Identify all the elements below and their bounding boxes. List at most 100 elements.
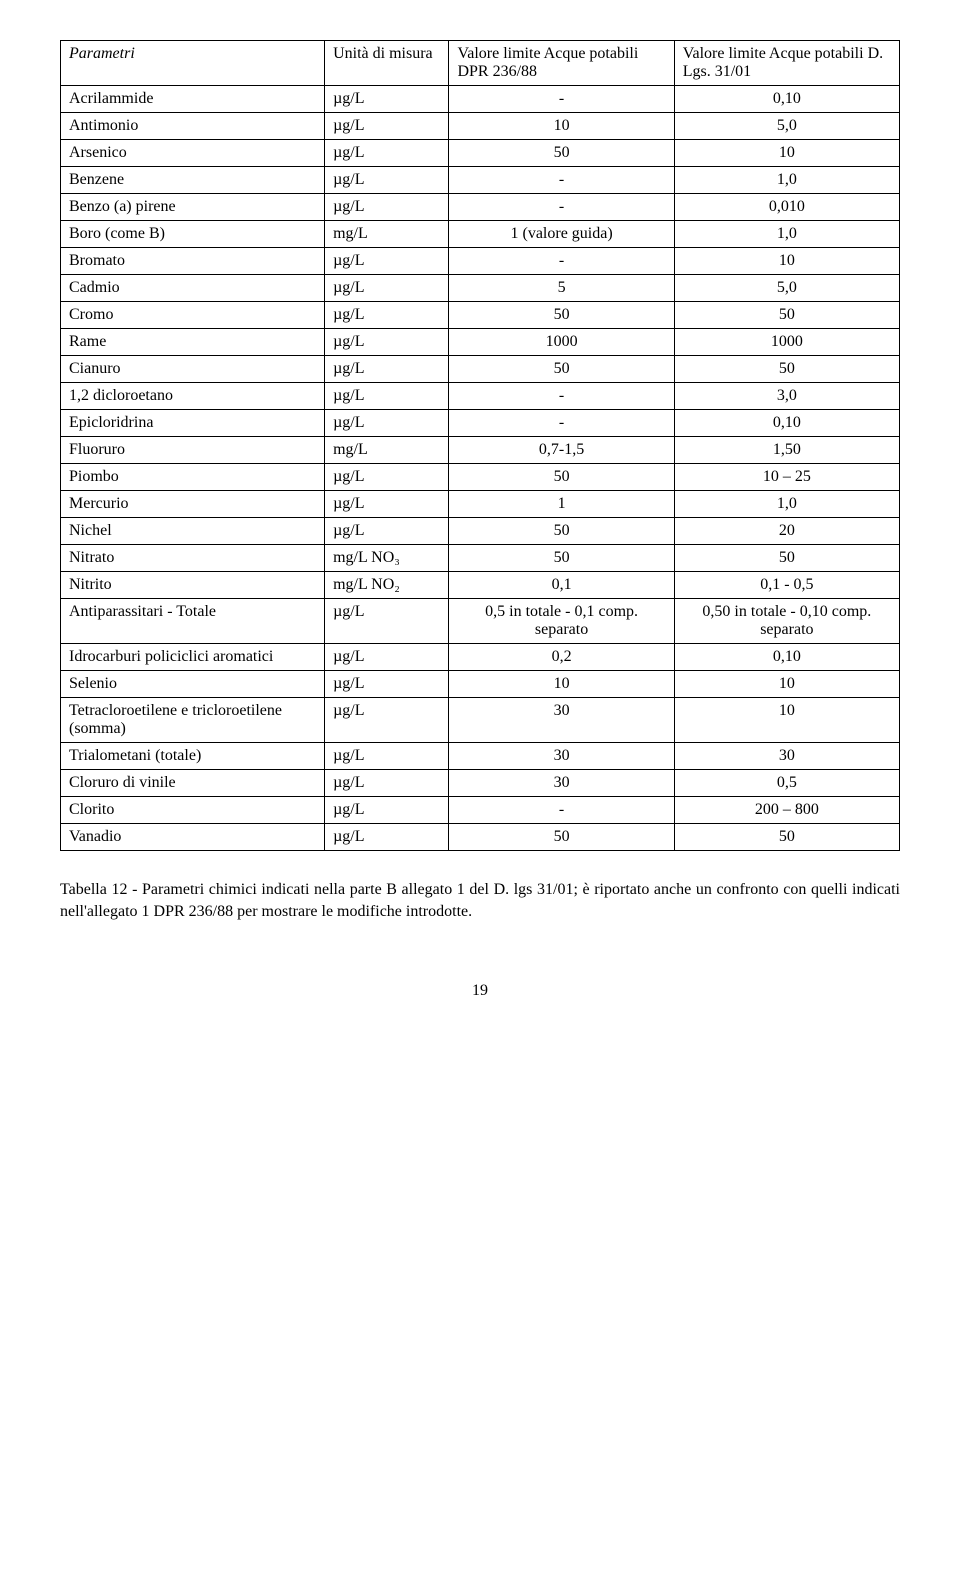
table-cell: µg/L <box>325 248 449 275</box>
table-cell: µg/L <box>325 140 449 167</box>
table-cell: µg/L <box>325 86 449 113</box>
table-cell: Bromato <box>61 248 325 275</box>
table-cell: 0,10 <box>674 86 899 113</box>
table-cell: 0,10 <box>674 410 899 437</box>
table-cell: - <box>449 410 674 437</box>
table-cell: Mercurio <box>61 491 325 518</box>
table-header-cell: Parametri <box>61 41 325 86</box>
table-row: Arsenicoµg/L5010 <box>61 140 900 167</box>
table-cell: Cromo <box>61 302 325 329</box>
table-row: Cadmioµg/L55,0 <box>61 275 900 302</box>
table-row: Vanadioµg/L5050 <box>61 824 900 851</box>
table-cell: 1,0 <box>674 167 899 194</box>
table-cell: Benzo (a) pirene <box>61 194 325 221</box>
table-cell: 50 <box>449 356 674 383</box>
table-caption: Tabella 12 - Parametri chimici indicati … <box>60 879 900 922</box>
table-cell: 0,50 in totale - 0,10 comp. separato <box>674 599 899 644</box>
table-cell: 50 <box>449 545 674 572</box>
table-cell: 10 <box>674 698 899 743</box>
table-row: Idrocarburi policiclici aromaticiµg/L0,2… <box>61 644 900 671</box>
table-cell: 200 – 800 <box>674 797 899 824</box>
table-cell: 50 <box>449 302 674 329</box>
table-cell: mg/L <box>325 221 449 248</box>
table-cell: µg/L <box>325 644 449 671</box>
table-cell: µg/L <box>325 356 449 383</box>
table-cell: µg/L <box>325 167 449 194</box>
table-cell: Idrocarburi policiclici aromatici <box>61 644 325 671</box>
table-header-row: ParametriUnità di misuraValore limite Ac… <box>61 41 900 86</box>
table-cell: Nitrito <box>61 572 325 599</box>
table-cell: 5 <box>449 275 674 302</box>
table-cell: 0,2 <box>449 644 674 671</box>
table-row: Acrilammideµg/L-0,10 <box>61 86 900 113</box>
table-cell: Piombo <box>61 464 325 491</box>
table-cell: 0,7-1,5 <box>449 437 674 464</box>
table-row: Cloritoµg/L-200 – 800 <box>61 797 900 824</box>
table-cell: mg/L NO₃ <box>325 545 449 572</box>
table-cell: µg/L <box>325 275 449 302</box>
table-row: Nitritomg/L NO₂0,10,1 - 0,5 <box>61 572 900 599</box>
table-cell: µg/L <box>325 824 449 851</box>
table-cell: 50 <box>674 302 899 329</box>
table-cell: µg/L <box>325 743 449 770</box>
table-cell: - <box>449 797 674 824</box>
page-number: 19 <box>60 982 900 1000</box>
table-cell: µg/L <box>325 113 449 140</box>
table-cell: 10 <box>674 248 899 275</box>
table-cell: 0,5 in totale - 0,1 comp. separato <box>449 599 674 644</box>
table-cell: Clorito <box>61 797 325 824</box>
table-row: Nichelµg/L5020 <box>61 518 900 545</box>
table-cell: 50 <box>449 464 674 491</box>
table-cell: Nichel <box>61 518 325 545</box>
table-row: Piomboµg/L5010 – 25 <box>61 464 900 491</box>
table-cell: - <box>449 167 674 194</box>
table-row: Antiparassitari - Totaleµg/L0,5 in total… <box>61 599 900 644</box>
table-row: Epicloridrinaµg/L-0,10 <box>61 410 900 437</box>
table-cell: Selenio <box>61 671 325 698</box>
table-row: Cromoµg/L5050 <box>61 302 900 329</box>
table-cell: Boro (come B) <box>61 221 325 248</box>
table-row: Cloruro di vinileµg/L300,5 <box>61 770 900 797</box>
table-cell: 50 <box>449 518 674 545</box>
table-cell: Nitrato <box>61 545 325 572</box>
table-cell: Antimonio <box>61 113 325 140</box>
table-cell: µg/L <box>325 194 449 221</box>
table-cell: Tetracloroetilene e tricloroetilene (som… <box>61 698 325 743</box>
table-cell: 5,0 <box>674 113 899 140</box>
table-cell: 20 <box>674 518 899 545</box>
table-cell: 10 <box>674 671 899 698</box>
table-cell: 50 <box>674 356 899 383</box>
table-cell: 1 <box>449 491 674 518</box>
table-cell: 1,0 <box>674 221 899 248</box>
table-cell: 30 <box>674 743 899 770</box>
table-cell: 50 <box>674 824 899 851</box>
table-cell: 10 <box>674 140 899 167</box>
table-cell: µg/L <box>325 491 449 518</box>
table-cell: Acrilammide <box>61 86 325 113</box>
table-row: Cianuroµg/L5050 <box>61 356 900 383</box>
table-cell: - <box>449 248 674 275</box>
table-cell: - <box>449 383 674 410</box>
table-cell: 10 – 25 <box>674 464 899 491</box>
table-cell: 0,010 <box>674 194 899 221</box>
table-row: 1,2 dicloroetanoµg/L-3,0 <box>61 383 900 410</box>
table-row: Benzeneµg/L-1,0 <box>61 167 900 194</box>
table-cell: 0,5 <box>674 770 899 797</box>
table-cell: µg/L <box>325 770 449 797</box>
table-row: Benzo (a) pireneµg/L-0,010 <box>61 194 900 221</box>
table-cell: mg/L NO₂ <box>325 572 449 599</box>
table-cell: mg/L <box>325 437 449 464</box>
table-cell: 30 <box>449 743 674 770</box>
table-cell: µg/L <box>325 671 449 698</box>
table-cell: 1 (valore guida) <box>449 221 674 248</box>
table-cell: 10 <box>449 671 674 698</box>
table-cell: µg/L <box>325 518 449 545</box>
table-cell: 5,0 <box>674 275 899 302</box>
table-cell: Cadmio <box>61 275 325 302</box>
table-cell: 50 <box>449 140 674 167</box>
table-cell: 30 <box>449 698 674 743</box>
table-cell: 1000 <box>674 329 899 356</box>
table-cell: µg/L <box>325 797 449 824</box>
table-row: Fluoruromg/L0,7-1,51,50 <box>61 437 900 464</box>
table-cell: µg/L <box>325 329 449 356</box>
